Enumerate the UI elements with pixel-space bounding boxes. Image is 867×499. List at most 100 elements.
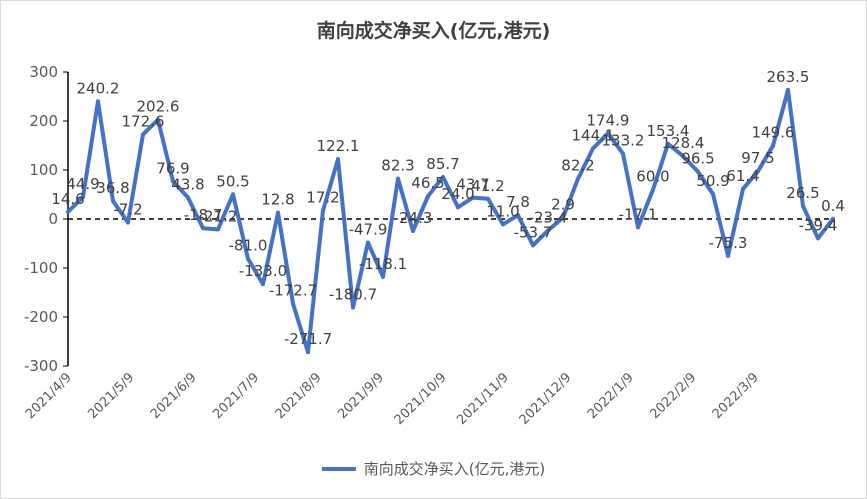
data-point (801, 204, 805, 209)
data-label: -21.2 (199, 207, 238, 225)
data-point (621, 151, 625, 156)
data-point (231, 192, 235, 197)
data-label: 97.5 (741, 149, 774, 167)
data-label: 82.3 (381, 157, 414, 175)
data-label: 41.2 (471, 177, 504, 195)
data-point (501, 222, 505, 227)
data-label: 76.9 (156, 159, 189, 177)
series-line (66, 87, 835, 355)
data-label: 0.4 (821, 197, 845, 215)
data-point (831, 216, 835, 221)
data-label: 12.8 (261, 191, 294, 209)
data-point (81, 194, 85, 199)
data-point (711, 192, 715, 197)
data-label: 7.8 (506, 193, 530, 211)
data-label: -75.3 (709, 234, 748, 252)
data-point (636, 225, 640, 230)
y-tick-label: 200 (29, 112, 58, 130)
data-point (561, 215, 565, 220)
x-tick-label: 2021/10/9 (392, 370, 450, 428)
data-point (381, 274, 385, 279)
x-tick-label: 2022/2/9 (647, 370, 699, 422)
data-point (486, 196, 490, 201)
data-label: 36.8 (96, 179, 129, 197)
data-point (741, 186, 745, 191)
data-label: -271.7 (284, 330, 332, 348)
x-tick-label: 2021/5/9 (85, 370, 137, 422)
data-label: 202.6 (137, 98, 180, 116)
data-point (201, 226, 205, 231)
data-point (216, 227, 220, 232)
data-label: -180.7 (329, 286, 377, 304)
data-label: 17.2 (306, 189, 339, 207)
data-point (66, 209, 70, 214)
data-point (786, 87, 790, 92)
data-point (546, 228, 550, 233)
data-label: 43.8 (171, 176, 204, 194)
data-point (651, 187, 655, 192)
data-point (366, 240, 370, 245)
x-tick-label: 2021/9/9 (335, 370, 387, 422)
chart-legend: 南向成交净买入(亿元,港元) (0, 458, 867, 479)
data-label: 50.5 (216, 172, 249, 190)
data-point (246, 256, 250, 261)
data-label: -39.4 (799, 216, 838, 234)
x-tick-label: 2021/6/9 (148, 370, 200, 422)
data-point (321, 208, 325, 213)
x-tick-label: 2022/1/9 (585, 370, 637, 422)
data-point (126, 220, 130, 225)
data-label: 263.5 (767, 68, 810, 86)
data-point (816, 236, 820, 241)
data-label: -24.3 (394, 209, 433, 227)
data-point (726, 253, 730, 258)
data-label: 172.6 (122, 112, 165, 130)
x-tick-label: 2021/11/9 (454, 370, 512, 428)
data-label: 44.9 (66, 175, 99, 193)
data-point (141, 132, 145, 137)
data-label: 85.7 (426, 155, 459, 173)
x-tick-label: 2021/4/9 (23, 370, 75, 422)
data-label: 96.5 (681, 150, 714, 168)
legend-swatch (321, 466, 356, 471)
data-label: 43.7 (456, 176, 489, 194)
y-tick-label: 100 (29, 161, 58, 179)
data-label: 26.5 (786, 184, 819, 202)
data-label: 2.9 (551, 196, 575, 214)
data-point (771, 143, 775, 148)
y-tick-label: -100 (24, 259, 58, 277)
x-tick-label: 2022/3/9 (710, 370, 762, 422)
data-label: 46.5 (411, 174, 444, 192)
data-point (576, 176, 580, 181)
data-label: -17.1 (619, 205, 658, 223)
data-point (306, 350, 310, 355)
data-point (426, 194, 430, 199)
data-label: 174.9 (587, 111, 630, 129)
data-label: 60.0 (636, 168, 669, 186)
data-label: -133.0 (239, 262, 287, 280)
data-label: 153.4 (647, 122, 690, 140)
data-point (111, 198, 115, 203)
x-tick-label: 2021/12/9 (517, 370, 575, 428)
data-point (666, 141, 670, 146)
data-point (606, 131, 610, 136)
data-point (531, 243, 535, 248)
data-label: -47.9 (349, 220, 388, 238)
data-label: -7.2 (113, 201, 142, 219)
data-label: -53.7 (514, 223, 553, 241)
data-label: 128.4 (662, 134, 705, 152)
data-label: -81.0 (229, 237, 268, 255)
data-point (336, 157, 340, 162)
data-label: -172.7 (269, 282, 317, 300)
data-label: 14.6 (51, 190, 84, 208)
x-tick-label: 2021/7/9 (210, 370, 262, 422)
data-point (681, 154, 685, 159)
y-tick-label: -300 (24, 357, 58, 375)
data-point (756, 169, 760, 174)
data-label: 61.4 (726, 167, 759, 185)
data-label: 50.9 (696, 172, 729, 190)
data-point (516, 213, 520, 218)
y-tick-label: 0 (48, 210, 58, 228)
data-point (351, 305, 355, 310)
